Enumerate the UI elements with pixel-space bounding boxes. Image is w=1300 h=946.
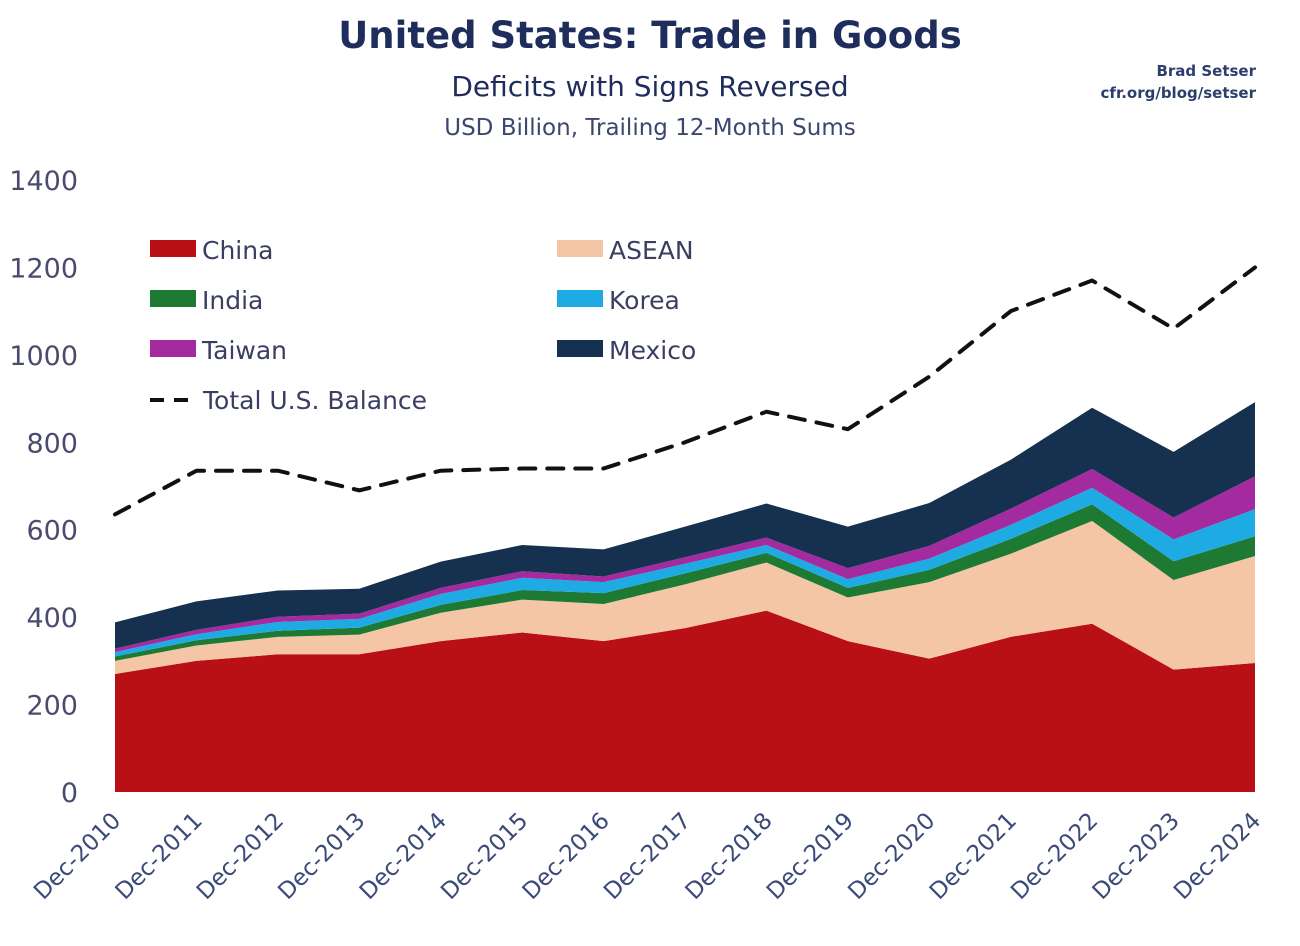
y-tick-label: 200 <box>26 691 78 722</box>
x-tick-label: Dec-2017 <box>599 808 696 905</box>
legend-label-korea: Korea <box>609 286 680 315</box>
x-tick-label: Dec-2022 <box>1006 808 1103 905</box>
credit-author: Brad Setser <box>1156 62 1256 80</box>
x-tick-label: Dec-2023 <box>1088 808 1185 905</box>
area-taiwan <box>115 468 1255 653</box>
legend-swatch-asean <box>557 240 603 257</box>
legend-swatch-taiwan <box>150 340 196 357</box>
y-tick-label: 1000 <box>9 341 78 372</box>
legend-swatch-mexico <box>557 340 603 357</box>
y-tick-label: 1400 <box>9 166 78 197</box>
legend: China ASEAN India Korea Taiwan Mexico Total U.… <box>150 236 696 415</box>
y-tick-label: 600 <box>26 516 78 547</box>
area-asean <box>115 520 1255 674</box>
legend-label-taiwan: Taiwan <box>201 336 287 365</box>
legend-label-total-balance: Total U.S. Balance <box>202 386 427 415</box>
legend-label-china: China <box>202 236 273 265</box>
x-tick-label: Dec-2020 <box>843 808 940 905</box>
x-tick-label: Dec-2012 <box>192 808 289 905</box>
x-tick-label: Dec-2013 <box>273 808 370 905</box>
area-layers <box>115 402 1255 792</box>
credit-source[interactable]: cfr.org/blog/setser <box>1100 84 1256 102</box>
x-tick-label: Dec-2024 <box>1169 808 1266 905</box>
x-tick-label: Dec-2019 <box>762 808 859 905</box>
x-tick-label: Dec-2014 <box>355 808 452 905</box>
chart-subtitle: Deficits with Signs Reversed <box>451 70 849 103</box>
y-tick-label: 400 <box>26 603 78 634</box>
x-tick-label: Dec-2015 <box>436 808 533 905</box>
total-balance-line-group <box>113 265 1257 517</box>
legend-swatch-china <box>150 240 196 257</box>
area-china <box>115 610 1255 792</box>
total-balance-line <box>113 265 1257 517</box>
y-tick-label: 0 <box>61 778 78 809</box>
legend-label-mexico: Mexico <box>609 336 696 365</box>
x-tick-label: Dec-2016 <box>518 808 615 905</box>
legend-swatch-india <box>150 290 196 307</box>
chart-units: USD Billion, Trailing 12-Month Sums <box>444 115 856 141</box>
y-tick-label: 1200 <box>9 253 78 284</box>
y-tick-label: 800 <box>26 428 78 459</box>
x-tick-label: Dec-2011 <box>111 808 208 905</box>
chart-title: United States: Trade in Goods <box>338 14 962 57</box>
x-tick-label: Dec-2021 <box>925 808 1022 905</box>
y-axis: 0 200 400 600 800 1000 1200 1400 <box>9 166 78 809</box>
x-tick-label: Dec-2018 <box>681 808 778 905</box>
area-korea <box>115 487 1255 657</box>
x-tick-label: Dec-2010 <box>29 808 126 905</box>
legend-label-india: India <box>202 286 263 315</box>
area-mexico <box>115 402 1255 649</box>
legend-swatch-korea <box>557 290 603 307</box>
legend-label-asean: ASEAN <box>609 236 694 265</box>
area-india <box>115 504 1255 661</box>
x-axis: Dec-2010Dec-2011Dec-2012Dec-2013Dec-2014… <box>29 808 1266 905</box>
credit-block: Brad Setser cfr.org/blog/setser <box>1101 60 1256 104</box>
